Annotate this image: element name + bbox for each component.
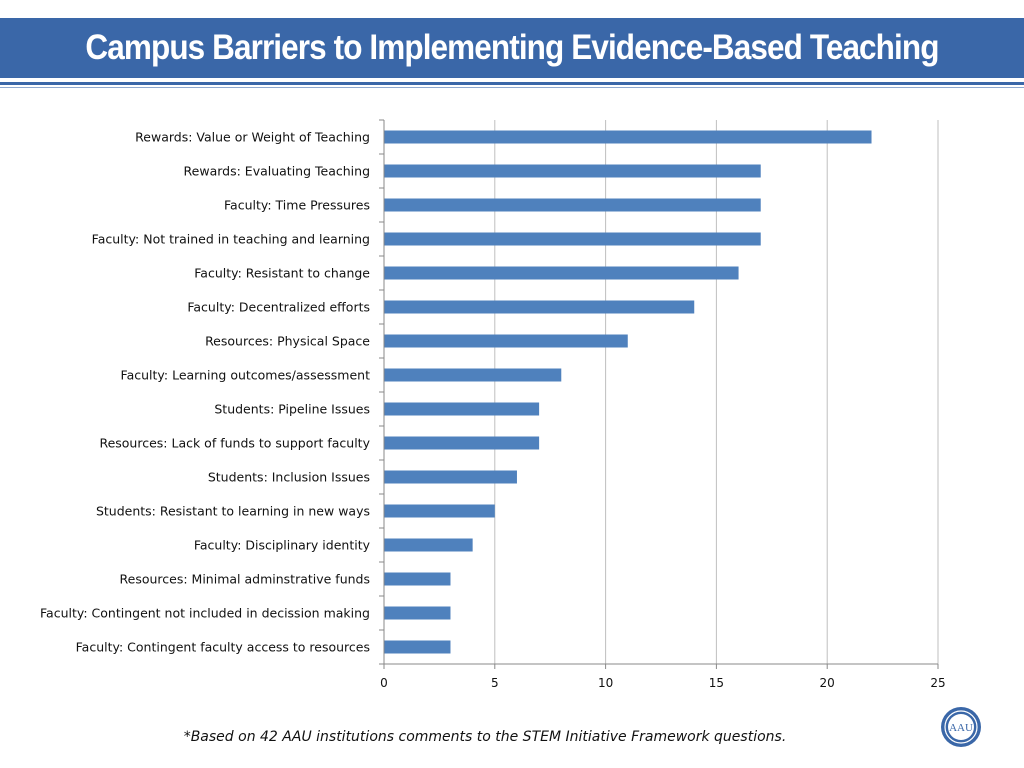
bar-6	[384, 334, 628, 348]
category-label-5: Faculty: Decentralized efforts	[187, 300, 370, 315]
title-bar: Campus Barriers to Implementing Evidence…	[0, 18, 1024, 78]
divider	[0, 82, 1024, 85]
category-label-10: Students: Inclusion Issues	[208, 470, 370, 485]
bar-0	[384, 130, 872, 144]
logo-text: AAU	[949, 722, 973, 734]
category-label-0: Rewards: Value or Weight of Teaching	[135, 130, 370, 145]
bar-5	[384, 300, 695, 314]
bar-15	[384, 640, 451, 654]
category-label-12: Faculty: Disciplinary identity	[194, 538, 371, 553]
bar-13	[384, 572, 451, 586]
category-label-13: Resources: Minimal adminstrative funds	[120, 572, 370, 587]
category-label-8: Students: Pipeline Issues	[214, 402, 370, 417]
bar-12	[384, 538, 473, 552]
x-tick-label-5: 25	[930, 676, 945, 690]
category-label-11: Students: Resistant to learning in new w…	[96, 504, 370, 519]
bar-2	[384, 198, 761, 212]
x-tick-label-2: 10	[598, 676, 613, 690]
category-label-4: Faculty: Resistant to change	[194, 266, 370, 281]
category-label-9: Resources: Lack of funds to support facu…	[99, 436, 370, 451]
bar-11	[384, 504, 495, 518]
category-label-6: Resources: Physical Space	[205, 334, 370, 349]
bar-10	[384, 470, 517, 484]
category-label-2: Faculty: Time Pressures	[224, 198, 370, 213]
footnote: *Based on 42 AAU institutions comments t…	[183, 729, 787, 745]
x-tick-label-0: 0	[380, 676, 388, 690]
bar-chart: Rewards: Value or Weight of Teaching Rewa…	[40, 119, 946, 690]
category-label-15: Faculty: Contingent faculty access to re…	[76, 640, 370, 655]
category-label-1: Rewards: Evaluating Teaching	[184, 164, 370, 179]
divider-thin	[0, 87, 1024, 88]
bar-7	[384, 368, 562, 382]
x-tick-label-1: 5	[491, 676, 499, 690]
bar-4	[384, 266, 739, 280]
category-label-7: Faculty: Learning outcomes/assessment	[121, 368, 371, 383]
bar-9	[384, 436, 540, 450]
category-label-14: Faculty: Contingent not included in deci…	[40, 606, 370, 621]
x-tick-label-3: 15	[709, 676, 724, 690]
category-label-3: Faculty: Not trained in teaching and lea…	[92, 232, 370, 247]
bar-8	[384, 402, 540, 416]
x-tick-label-4: 20	[820, 676, 835, 690]
bar-14	[384, 606, 451, 620]
page-title: Campus Barriers to Implementing Evidence…	[85, 28, 939, 67]
bar-1	[384, 164, 761, 178]
aau-seal-icon: AAU	[941, 707, 981, 747]
bar-3	[384, 232, 761, 246]
